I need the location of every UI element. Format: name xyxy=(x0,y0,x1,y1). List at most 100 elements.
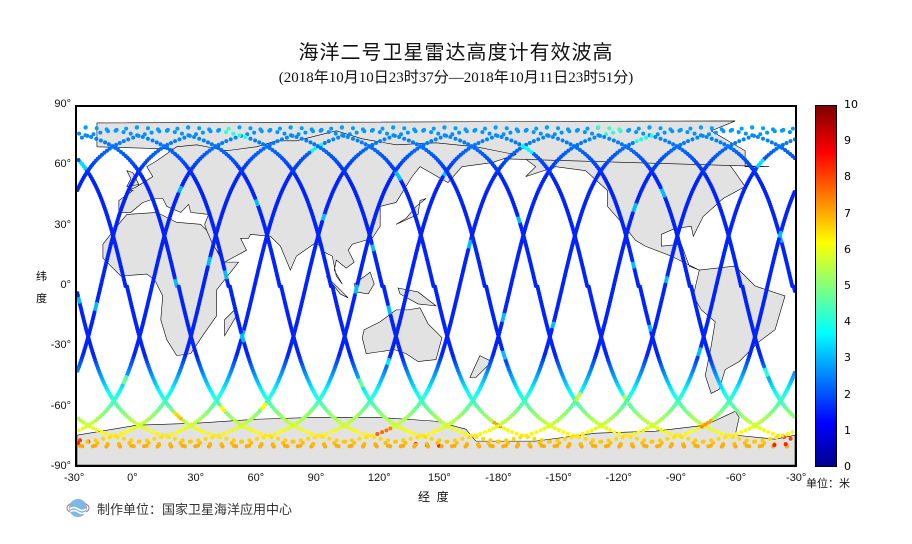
track-point xyxy=(703,422,708,427)
track-point xyxy=(267,142,272,147)
track-point xyxy=(107,146,112,151)
track-point xyxy=(98,130,103,135)
track-point xyxy=(739,126,744,131)
track-point xyxy=(767,436,772,441)
track-point xyxy=(105,443,110,448)
track-point xyxy=(415,146,420,151)
track-point xyxy=(538,131,543,136)
track-point xyxy=(260,142,265,147)
track-point xyxy=(175,126,180,131)
track-point xyxy=(619,142,624,147)
track-point xyxy=(84,424,89,429)
track-point xyxy=(237,125,242,130)
track-point xyxy=(155,431,160,436)
track-point xyxy=(187,439,192,444)
track-point xyxy=(598,439,603,444)
track-point xyxy=(201,430,206,435)
track-point xyxy=(172,130,177,135)
track-point xyxy=(552,420,557,425)
track-point xyxy=(504,438,509,443)
track-point xyxy=(355,138,360,143)
track-point xyxy=(145,126,150,131)
track-point xyxy=(644,135,649,140)
track-point xyxy=(663,430,668,435)
track-point xyxy=(788,436,793,441)
track-point xyxy=(495,439,500,444)
track-point xyxy=(636,126,641,131)
track-point xyxy=(342,439,347,444)
track-point xyxy=(704,134,709,139)
track-point xyxy=(443,422,448,427)
track-point xyxy=(145,136,150,141)
track-point xyxy=(655,426,660,431)
track-point xyxy=(485,137,490,142)
track-point xyxy=(741,137,746,142)
track-point xyxy=(98,138,103,143)
track-point xyxy=(329,126,334,131)
track-point xyxy=(769,140,774,145)
lat-tick-label: -30° xyxy=(50,339,71,352)
colorbar-tick-label: 3 xyxy=(844,351,851,365)
track-point xyxy=(403,428,408,433)
track-point xyxy=(378,139,383,144)
track-point xyxy=(345,134,350,139)
track-point xyxy=(504,126,509,131)
map-plot-area xyxy=(75,105,797,467)
track-point xyxy=(772,129,777,134)
track-point xyxy=(545,125,550,130)
track-point xyxy=(91,132,96,137)
track-point xyxy=(272,431,277,436)
track-point xyxy=(585,126,590,131)
track-point xyxy=(792,137,797,142)
track-point xyxy=(743,131,748,136)
track-point xyxy=(359,140,364,145)
track-point xyxy=(580,431,585,436)
track-point xyxy=(491,426,496,431)
track-point xyxy=(146,428,151,433)
track-point xyxy=(161,144,166,149)
track-point xyxy=(678,142,683,147)
track-point xyxy=(739,430,744,435)
track-point xyxy=(626,433,631,438)
colorbar-tick-label: 0 xyxy=(844,460,851,473)
track-point xyxy=(596,133,601,138)
track-point xyxy=(670,129,675,134)
track-point xyxy=(590,438,595,443)
track-point xyxy=(729,433,734,438)
track-point xyxy=(575,142,580,147)
track-point xyxy=(744,438,749,443)
colorbar xyxy=(815,105,837,467)
track-point xyxy=(275,130,280,135)
track-point xyxy=(331,137,336,142)
track-point xyxy=(85,439,90,444)
track-point xyxy=(534,126,539,131)
track-point xyxy=(203,436,208,441)
track-point xyxy=(318,128,323,133)
track-point xyxy=(524,433,529,438)
track-point xyxy=(123,430,128,435)
track-point xyxy=(341,422,346,427)
track-point xyxy=(481,436,486,441)
track-point xyxy=(499,134,504,139)
track-point xyxy=(213,144,218,149)
track-point xyxy=(142,426,147,431)
track-point xyxy=(340,125,345,130)
track-point xyxy=(457,130,462,135)
track-point xyxy=(761,136,766,141)
track-point xyxy=(575,146,580,151)
track-point xyxy=(607,126,612,131)
track-point xyxy=(186,133,191,138)
track-point xyxy=(424,147,429,152)
track-point xyxy=(517,146,522,151)
track-point xyxy=(560,138,565,143)
colorbar-tick-label: 1 xyxy=(844,423,851,437)
track-point xyxy=(623,144,628,149)
track-point xyxy=(216,433,221,438)
track-point xyxy=(226,126,231,131)
track-point xyxy=(294,134,299,139)
lat-tick-label: 60° xyxy=(54,158,71,171)
track-point xyxy=(113,128,118,133)
track-point xyxy=(444,439,449,444)
track-point xyxy=(458,430,463,435)
track-point xyxy=(244,420,249,425)
